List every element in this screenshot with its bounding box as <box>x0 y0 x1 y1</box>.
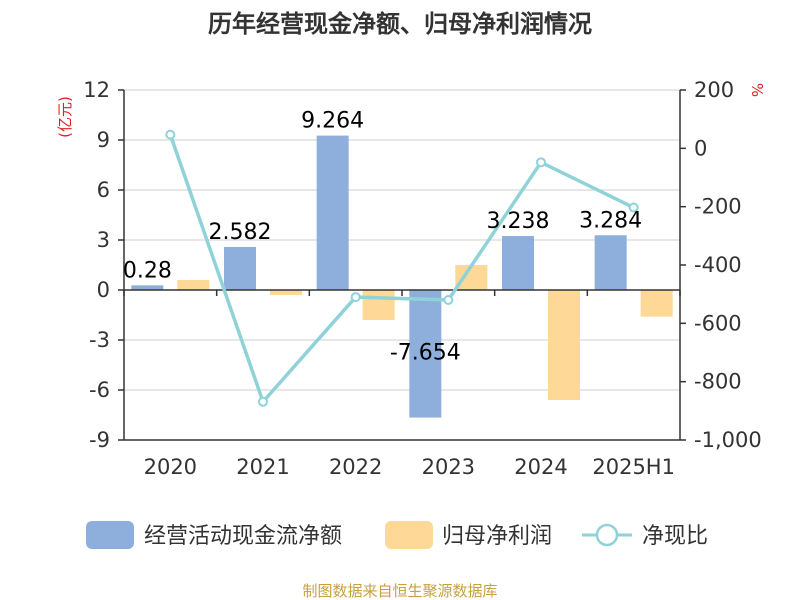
ratio-point <box>443 295 454 305</box>
profit-bar <box>455 265 488 290</box>
right-tick-label: -200 <box>694 195 742 219</box>
ratio-point <box>536 157 546 168</box>
axes <box>118 89 686 441</box>
data-label: 3.284 <box>579 208 642 233</box>
left-tick-label: 0 <box>97 278 110 302</box>
left-tick-label: 3 <box>97 228 110 252</box>
cashflow-bar <box>594 235 627 290</box>
right-tick-label: -400 <box>694 253 742 277</box>
legend-label-profit: 归母净利润 <box>442 524 552 549</box>
data-label: 3.238 <box>487 209 550 234</box>
legend-swatch-cashflow <box>86 521 134 549</box>
right-tick-label: -1,000 <box>694 428 762 452</box>
right-tick-label: -800 <box>694 370 742 394</box>
ratio-line <box>165 129 639 407</box>
profit-bar <box>640 290 673 317</box>
ratio-point <box>350 292 361 303</box>
source-note: 制图数据来自恒生聚源数据库 <box>302 582 497 600</box>
right-tick-label: 200 <box>694 78 734 102</box>
ratio-point <box>165 129 176 140</box>
right-axis-label: % <box>748 83 766 97</box>
data-label: 9.264 <box>301 109 364 134</box>
cashflow-bar <box>502 236 534 290</box>
data-label: -7.654 <box>390 341 461 366</box>
legend-swatch-profit <box>385 521 433 549</box>
ratio-line-path <box>168 134 635 406</box>
legend-marker-ratio <box>595 523 619 547</box>
chart-title: 历年经营现金净额、归母净利润情况 <box>208 10 592 38</box>
data-labels: 0.28 2.582 9.264 -7.654 3.238 3.284 <box>123 109 642 366</box>
legend: 经营活动现金流净额 归母净利润 净现比 <box>86 521 708 549</box>
cashflow-bar <box>224 246 256 290</box>
legend-label-cashflow: 经营活动现金流净额 <box>144 524 342 549</box>
cashflow-bar <box>316 135 349 290</box>
data-label: 2.582 <box>209 220 272 245</box>
left-tick-label: -6 <box>89 378 110 402</box>
x-tick-label: 2021 <box>236 455 289 479</box>
x-tick-label: 2023 <box>422 455 475 479</box>
x-tick-label: 2020 <box>144 455 197 479</box>
cashflow-bar <box>131 285 164 290</box>
x-tick-label: 2024 <box>514 455 567 479</box>
profit-bar <box>177 280 210 290</box>
left-tick-label: -3 <box>89 328 110 352</box>
data-label: 0.28 <box>123 258 172 283</box>
left-tick-label: 12 <box>83 78 110 102</box>
cashflow-bar <box>409 290 442 418</box>
legend-label-ratio: 净现比 <box>642 524 708 549</box>
profit-bar <box>270 290 302 295</box>
left-tick-label: -9 <box>89 428 110 452</box>
ratio-point <box>258 396 268 407</box>
right-tick-label: -600 <box>694 311 742 335</box>
profit-bar <box>548 290 580 400</box>
left-tick-label: 6 <box>97 178 110 202</box>
left-axis-label: (亿元) <box>56 96 74 138</box>
ratio-point <box>628 202 639 213</box>
bars <box>131 135 673 418</box>
tick-labels: 12 9 6 3 0 -3 -6 -9 200 0 -200 -400 -600 -800 -1,000 20… <box>83 78 761 479</box>
x-tick-label: 2025H1 <box>592 455 675 479</box>
right-tick-label: 0 <box>694 136 707 160</box>
profit-bar <box>362 290 395 320</box>
left-tick-label: 9 <box>97 128 110 152</box>
x-tick-label: 2022 <box>329 455 382 479</box>
